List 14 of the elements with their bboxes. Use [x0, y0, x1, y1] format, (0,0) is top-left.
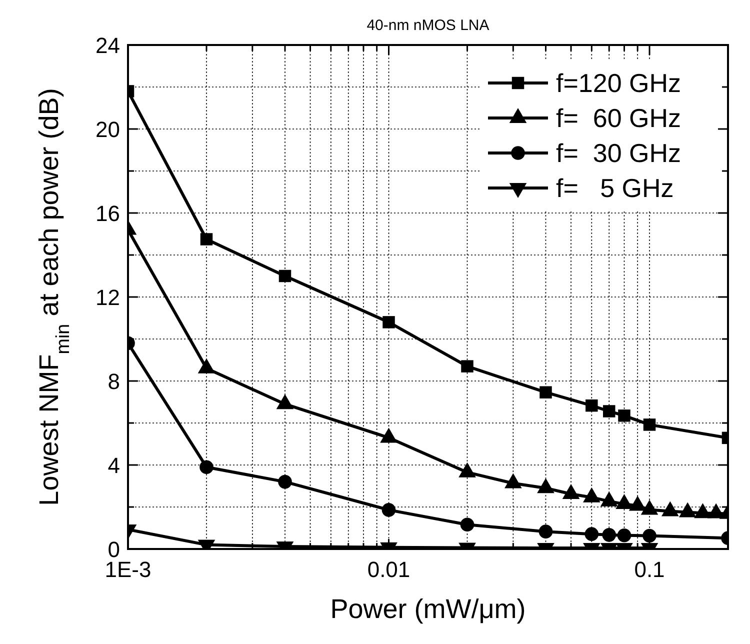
y-tick-label: 8 — [108, 369, 120, 394]
legend-label: f= 5 GHz — [556, 173, 674, 203]
y-tick-label: 16 — [96, 201, 120, 226]
x-tick-label: 0.1 — [634, 557, 665, 582]
legend-label: f= 30 GHz — [556, 138, 681, 168]
y-tick-label: 4 — [108, 453, 120, 478]
y-tick-label: 12 — [96, 285, 120, 310]
chart-title: 40-nm nMOS LNA — [366, 17, 490, 34]
y-tick-label: 20 — [96, 117, 120, 142]
legend-label: f= 60 GHz — [556, 103, 681, 133]
y-tick-label: 24 — [96, 33, 120, 58]
legend-label: f=120 GHz — [556, 68, 682, 98]
x-axis-title: Power (mW/μm) — [330, 594, 526, 624]
x-tick-label: 0.01 — [367, 557, 410, 582]
